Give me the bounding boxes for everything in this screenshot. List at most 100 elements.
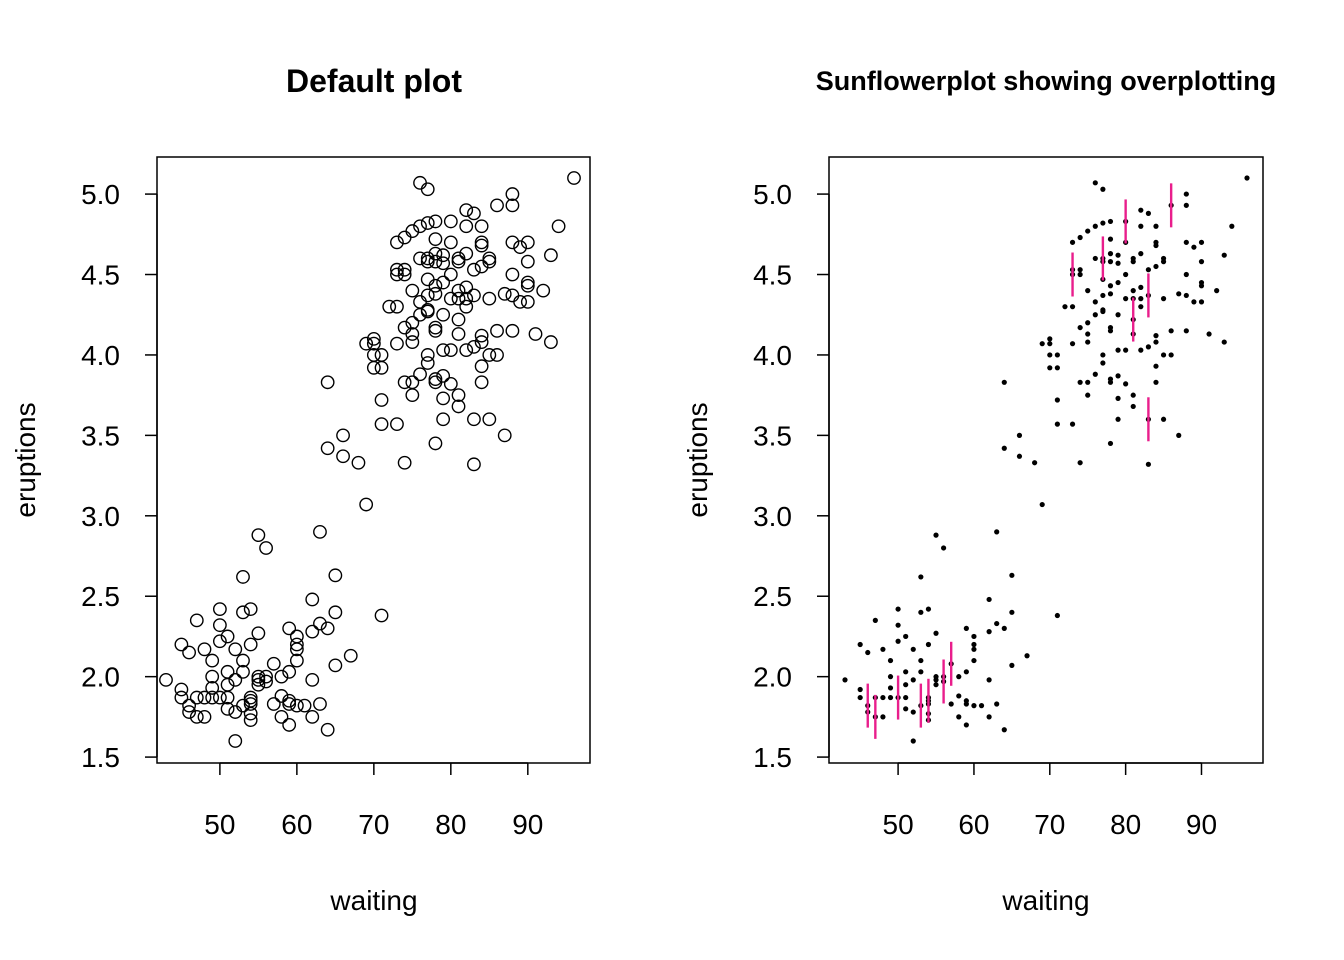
data-point — [1069, 239, 1076, 245]
data-point — [328, 658, 343, 673]
y-tick-label: 2.0 — [753, 662, 792, 693]
data-point — [910, 738, 916, 744]
sunflowerplot-title: Sunflowerplot showing overplotting — [816, 66, 1276, 96]
data-point — [236, 605, 250, 620]
data-point — [390, 299, 404, 314]
data-point — [251, 672, 266, 687]
data-point — [374, 608, 389, 623]
data-point — [1092, 180, 1098, 186]
data-point — [490, 198, 504, 213]
data-point — [941, 545, 947, 551]
data-point — [474, 359, 489, 374]
data-point — [1168, 352, 1174, 358]
data-point — [436, 343, 451, 358]
data-point — [1016, 453, 1023, 459]
data-point — [1138, 304, 1144, 310]
y-tick-label: 1.5 — [81, 742, 120, 773]
data-point — [505, 198, 520, 213]
data-point — [1047, 336, 1053, 342]
data-point — [1077, 271, 1083, 278]
data-point — [1168, 328, 1174, 334]
default-plot-panel: Default plot 50 60 70 80 90 1.5 2.0 2.5 3.0 3.5 4… — [10, 63, 591, 916]
data-point — [397, 375, 412, 390]
data-point — [336, 449, 350, 464]
y-tick-label: 3.0 — [753, 501, 792, 532]
data-point — [436, 275, 451, 290]
data-point — [986, 596, 992, 603]
data-point — [336, 428, 350, 443]
data-point — [1138, 223, 1144, 229]
data-point — [320, 722, 335, 737]
data-point — [189, 709, 204, 724]
data-point — [413, 251, 427, 266]
data-point — [994, 701, 1000, 707]
data-point — [474, 328, 489, 343]
data-point — [459, 246, 474, 261]
data-point — [266, 697, 281, 711]
x-axis: 50 60 70 80 90 — [204, 762, 543, 840]
data-point — [474, 335, 489, 349]
data-point — [374, 360, 389, 375]
data-point — [405, 224, 420, 238]
data-point — [374, 348, 389, 362]
data-point — [467, 206, 481, 221]
data-point — [1100, 360, 1106, 366]
y-tick-label: 4.5 — [81, 260, 120, 291]
data-point — [220, 629, 235, 644]
data-point — [963, 722, 969, 728]
data-point — [1100, 220, 1106, 226]
data-point — [1214, 288, 1220, 294]
data-point — [1138, 207, 1144, 213]
data-point — [236, 570, 250, 584]
data-point — [467, 339, 481, 354]
y-tick-label: 4.5 — [753, 260, 792, 291]
data-point — [1183, 292, 1189, 299]
data-point — [236, 664, 250, 679]
data-point — [918, 669, 924, 675]
data-point — [1198, 239, 1205, 245]
data-point — [297, 698, 312, 713]
x-axis: 50 60 70 80 90 — [883, 762, 1217, 840]
data-point — [382, 299, 397, 314]
data-point — [986, 714, 992, 720]
data-point — [1123, 271, 1129, 278]
data-point — [918, 609, 924, 615]
data-point — [459, 299, 474, 314]
data-point — [1107, 251, 1114, 257]
data-point — [1077, 234, 1083, 241]
data-point — [528, 327, 543, 341]
data-point — [474, 238, 489, 253]
data-point — [1016, 432, 1023, 438]
data-point — [1047, 352, 1053, 358]
x-tick-label: 80 — [1110, 809, 1141, 840]
data-point — [1160, 352, 1167, 358]
data-point — [865, 649, 871, 656]
data-point — [282, 718, 297, 732]
data-point — [228, 734, 243, 748]
data-point — [405, 375, 420, 390]
data-point — [405, 315, 420, 330]
data-point — [1054, 365, 1060, 371]
data-point — [1054, 397, 1060, 403]
data-point — [451, 254, 466, 269]
data-point — [228, 705, 243, 719]
data-point — [282, 697, 297, 711]
data-point — [1092, 312, 1098, 318]
data-point — [289, 637, 304, 652]
data-point — [1244, 175, 1250, 181]
data-point — [1130, 392, 1136, 398]
data-point — [390, 336, 404, 351]
data-point — [1001, 445, 1007, 451]
data-point — [420, 182, 435, 197]
data-point — [1077, 267, 1083, 273]
data-point — [428, 232, 443, 247]
data-point — [474, 375, 489, 390]
data-point — [1085, 320, 1091, 326]
data-point — [428, 375, 443, 390]
data-point — [1069, 421, 1076, 427]
data-point — [328, 605, 343, 620]
data-point — [925, 641, 932, 648]
data-point — [251, 669, 266, 684]
data-point — [443, 376, 458, 391]
data-point — [857, 641, 863, 648]
